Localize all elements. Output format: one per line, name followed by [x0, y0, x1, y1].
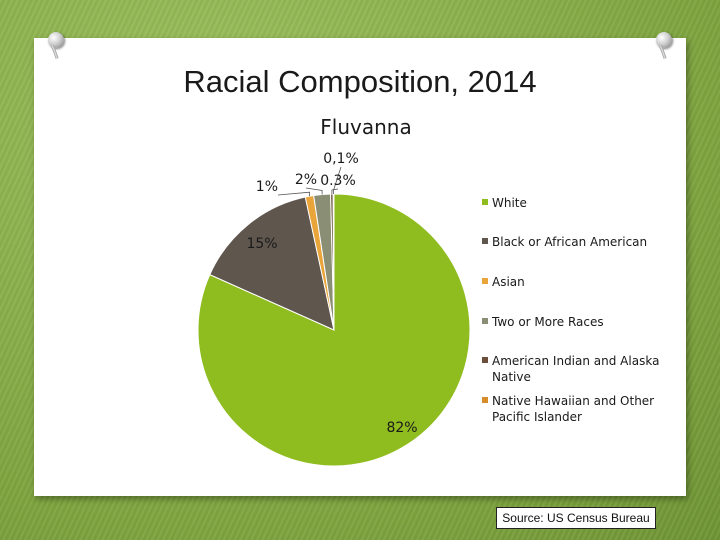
leader-line-american-indian-and-alaska-native: [331, 188, 339, 194]
legend-label-american-indian-and-alaska-native: American Indian and Alaska: [492, 354, 659, 368]
legend-label-american-indian-and-alaska-native: Native: [492, 370, 531, 384]
legend-swatch-asian: [482, 278, 488, 284]
legend-swatch-white: [482, 199, 488, 205]
legend-swatch-native-hawaiian-and-other-pacific-islander: [482, 397, 488, 403]
chart-title: Fluvanna: [320, 115, 411, 139]
legend-label-two-or-more-races: Two or More Races: [491, 315, 604, 329]
legend-label-black-or-african-american: Black or African American: [492, 235, 647, 249]
legend-label-native-hawaiian-and-other-pacific-islander: Native Hawaiian and Other: [492, 394, 654, 408]
legend-label-asian: Asian: [492, 275, 525, 289]
leader-line-asian: [277, 191, 310, 197]
legend-label-native-hawaiian-and-other-pacific-islander: Pacific Islander: [492, 410, 582, 424]
pushpin-right-icon: [656, 32, 672, 48]
data-label-two-or-more-races: 2%: [295, 172, 317, 188]
leader-line-native-hawaiian-and-other-pacific-islander: [333, 166, 342, 194]
pie-slice-black-or-african-american: [209, 196, 335, 331]
data-label-white: 82%: [386, 420, 417, 436]
legend-swatch-two-or-more-races: [482, 318, 488, 324]
data-label-asian: 1%: [256, 179, 278, 195]
data-label-black-or-african-american: 15%: [246, 236, 277, 252]
data-label-native-hawaiian-and-other-pacific-islander: 0,1%: [323, 151, 359, 167]
legend-swatch-black-or-african-american: [482, 238, 488, 244]
leader-line-two-or-more-races: [305, 187, 323, 195]
data-label-american-indian-and-alaska-native: 0.3%: [320, 173, 356, 189]
pushpin-left-icon: [48, 32, 64, 48]
source-note: Source: US Census Bureau: [496, 507, 656, 529]
legend-swatch-american-indian-and-alaska-native: [482, 357, 488, 363]
legend-label-white: White: [492, 196, 527, 210]
slide-title: Racial Composition, 2014: [183, 64, 537, 99]
